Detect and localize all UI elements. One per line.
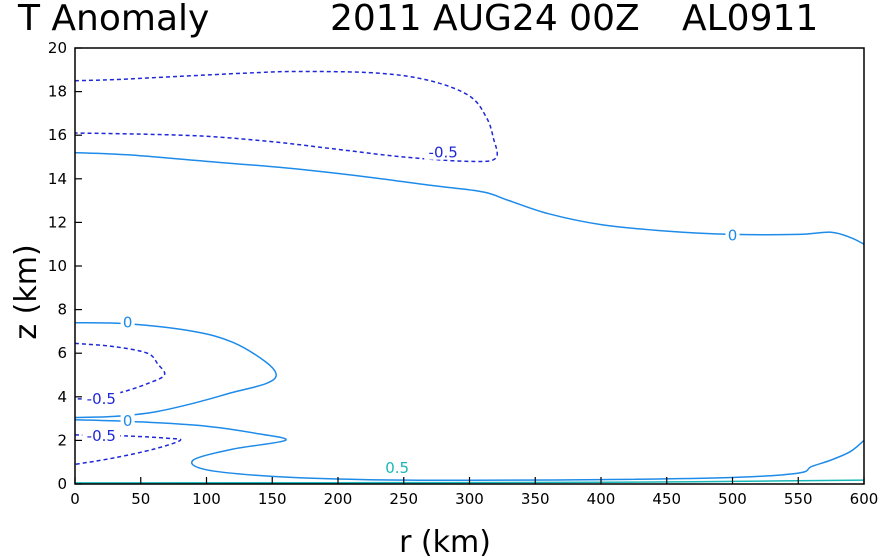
chart-title: T Anomaly bbox=[17, 0, 209, 39]
contour-line bbox=[74, 70, 498, 163]
y-axis-label: z (km) bbox=[9, 244, 44, 339]
x-axis-label: r (km) bbox=[399, 525, 491, 558]
contour-label: -0.5 bbox=[429, 144, 458, 162]
contour-line bbox=[74, 151, 865, 245]
y-tick-label: 2 bbox=[57, 431, 67, 449]
contour-label-bg bbox=[82, 427, 121, 444]
y-tick-label: 14 bbox=[48, 170, 67, 188]
contour-label: 0 bbox=[123, 412, 133, 430]
x-tick-label: 50 bbox=[131, 490, 150, 508]
y-tick-label: 18 bbox=[48, 83, 67, 101]
x-axis-ticks: 0 50 100 150 200 250 300 350 400 450 500 550 600 bbox=[70, 477, 878, 508]
contour-label: -0.5 bbox=[87, 390, 116, 408]
y-tick-label: 16 bbox=[48, 126, 67, 144]
contour-line bbox=[74, 321, 277, 419]
chart-datetime: 2011 AUG24 00Z bbox=[330, 0, 640, 39]
x-tick-label: 250 bbox=[389, 490, 418, 508]
x-tick-label: 300 bbox=[455, 490, 484, 508]
x-tick-label: 150 bbox=[258, 490, 287, 508]
x-tick-label: 500 bbox=[718, 490, 747, 508]
y-tick-label: 4 bbox=[57, 388, 67, 406]
y-axis-ticks: 0 2 4 6 8 10 12 14 16 18 20 bbox=[48, 39, 82, 493]
contour-label-bg bbox=[120, 411, 135, 428]
x-tick-label: 400 bbox=[587, 490, 616, 508]
y-tick-label: 12 bbox=[48, 213, 67, 231]
contour-label: 0 bbox=[123, 314, 133, 332]
y-tick-label: 0 bbox=[57, 475, 67, 493]
x-tick-label: 550 bbox=[784, 490, 813, 508]
x-tick-label: 200 bbox=[324, 490, 353, 508]
x-tick-label: 0 bbox=[70, 490, 80, 508]
contour-label-bg bbox=[382, 459, 413, 476]
contour-label: 0 bbox=[728, 226, 738, 244]
x-tick-label: 600 bbox=[850, 490, 879, 508]
y-tick-label: 20 bbox=[48, 39, 67, 57]
x-tick-label: 450 bbox=[652, 490, 681, 508]
contour-label-bg bbox=[424, 143, 463, 160]
contour-label: 0.5 bbox=[385, 459, 409, 477]
contour-label-bg bbox=[120, 313, 135, 330]
x-tick-label: 350 bbox=[521, 490, 550, 508]
contour-label: -0.5 bbox=[87, 427, 116, 445]
y-tick-label: 6 bbox=[57, 344, 67, 362]
plot-frame bbox=[74, 47, 865, 485]
contour-line bbox=[74, 479, 865, 484]
contour-label-bg bbox=[82, 389, 121, 406]
x-tick-label: 100 bbox=[192, 490, 221, 508]
contour-line bbox=[74, 434, 182, 466]
y-tick-label: 10 bbox=[48, 257, 67, 275]
contour-lines bbox=[74, 70, 865, 484]
contour-label-bg bbox=[725, 226, 740, 243]
contour-line bbox=[74, 418, 865, 482]
y-tick-label: 8 bbox=[57, 301, 67, 319]
chart-storm-id: AL0911 bbox=[682, 0, 818, 39]
contour-labels: -0.5 -0.5 -0.5 0 0 0 0.5 bbox=[82, 143, 740, 477]
